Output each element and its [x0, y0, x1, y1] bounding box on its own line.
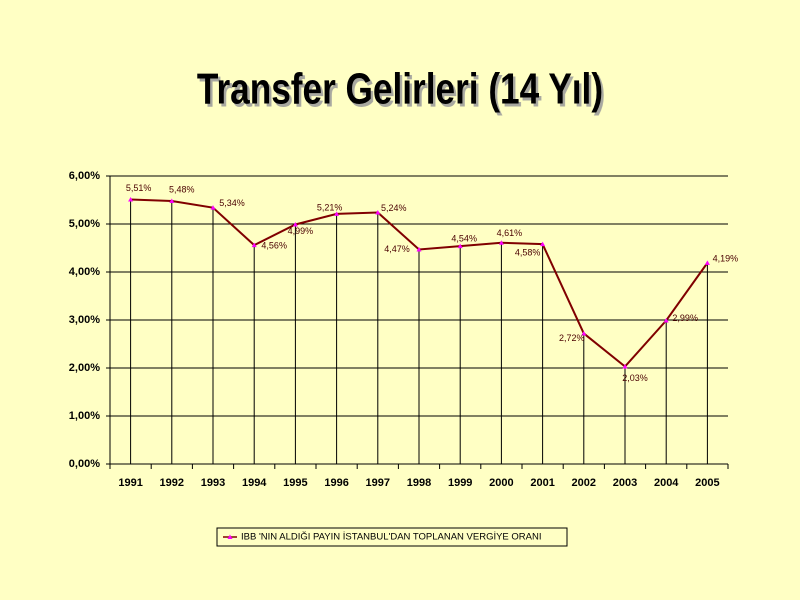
value-label: 4,61% — [497, 228, 523, 238]
marker — [704, 260, 710, 265]
value-label: 5,34% — [219, 198, 245, 208]
marker — [663, 317, 669, 323]
y-tick-label: 5,00% — [69, 218, 100, 230]
x-tick-label: 1996 — [324, 477, 348, 489]
value-label: 4,54% — [451, 233, 477, 243]
value-label: 2,72% — [559, 333, 585, 343]
marker — [498, 240, 504, 245]
y-tick-label: 3,00% — [69, 314, 100, 326]
x-tick-label: 1998 — [407, 477, 431, 489]
y-tick-label: 6,00% — [69, 170, 100, 182]
legend-label: IBB 'NIN ALDIĞI PAYIN İSTANBUL'DAN TOPLA… — [241, 532, 542, 543]
x-tick-label: 1993 — [201, 477, 225, 489]
marker — [334, 211, 340, 216]
marker — [622, 364, 628, 369]
marker — [375, 209, 381, 215]
marker — [210, 205, 216, 210]
value-label: 2,03% — [622, 373, 648, 383]
marker — [251, 242, 257, 248]
marker — [457, 243, 463, 249]
y-tick-label: 1,00% — [69, 410, 100, 422]
value-label: 4,56% — [261, 240, 287, 250]
x-tick-label: 1995 — [283, 477, 307, 489]
value-label: 4,19% — [713, 253, 739, 263]
marker — [581, 330, 587, 336]
legend — [216, 527, 568, 547]
x-tick-label: 2001 — [530, 477, 554, 489]
value-label: 5,21% — [317, 202, 343, 212]
value-label: 4,58% — [515, 248, 541, 258]
chart-title: Transfer Gelirleri (14 Yıl) — [197, 65, 603, 114]
value-label: 4,47% — [384, 244, 410, 254]
marker — [292, 221, 298, 227]
x-tick-label: 2003 — [613, 477, 637, 489]
marker — [416, 246, 422, 252]
x-tick-label: 1999 — [448, 477, 472, 489]
value-label: 5,51% — [126, 183, 152, 193]
x-tick-label: 2005 — [695, 477, 719, 489]
legend-marker — [227, 534, 233, 539]
y-tick-label: 0,00% — [69, 458, 100, 470]
value-label: 4,99% — [288, 226, 314, 236]
value-label: 2,99% — [672, 313, 698, 323]
x-tick-label: 1997 — [366, 477, 390, 489]
marker — [128, 197, 134, 202]
y-tick-label: 2,00% — [69, 362, 100, 374]
value-label: 5,24% — [381, 203, 407, 213]
x-tick-label: 2002 — [572, 477, 596, 489]
x-tick-label: 1991 — [118, 477, 142, 489]
marker — [540, 241, 546, 247]
value-label: 5,48% — [169, 184, 195, 194]
marker — [169, 198, 175, 203]
x-tick-label: 2004 — [654, 477, 679, 489]
y-tick-label: 4,00% — [69, 266, 100, 278]
x-tick-label: 2000 — [489, 477, 513, 489]
x-tick-label: 1994 — [242, 477, 267, 489]
x-tick-label: 1992 — [160, 477, 184, 489]
